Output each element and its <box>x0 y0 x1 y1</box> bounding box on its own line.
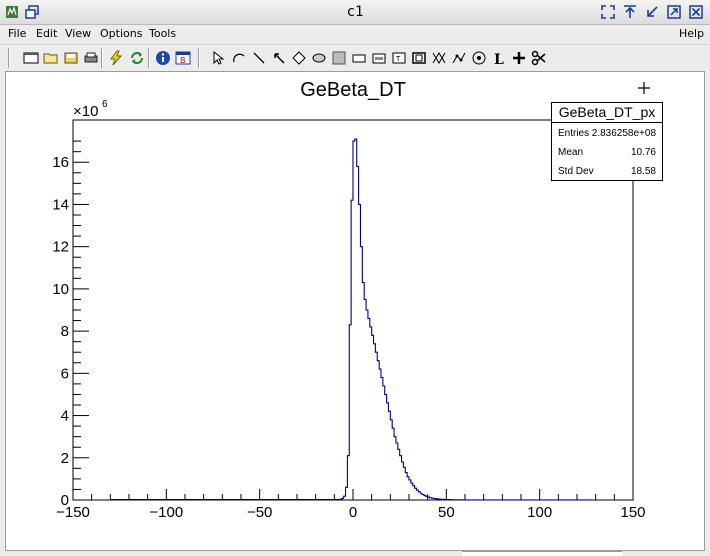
y-tick-label: 16 <box>52 154 69 171</box>
y-multiplier-base: ×10 <box>73 103 98 120</box>
menu-options[interactable]: Options <box>100 27 143 40</box>
x-tick-label: 150 <box>620 504 645 521</box>
browser-icon[interactable]: B <box>174 49 192 67</box>
y-tick-label: 12 <box>52 239 69 256</box>
svg-text:L: L <box>494 52 504 66</box>
menu-bar: File Edit View Options Tools Help <box>0 25 710 43</box>
window-titlebar: c1 <box>0 0 710 25</box>
save-icon[interactable] <box>62 49 80 67</box>
chart-title: GeBeta_DT <box>300 79 406 101</box>
root-app-icon[interactable] <box>4 4 20 20</box>
maximize-icon[interactable] <box>666 4 682 20</box>
root-canvas[interactable]: GeBeta_DT −150 −100 −50 0 50 100 150 0 2 4 6 8 10 12 14… <box>5 71 705 551</box>
marker-icon[interactable] <box>510 49 528 67</box>
histogram-line <box>337 138 596 501</box>
close-icon[interactable] <box>688 4 704 20</box>
pavetext-icon[interactable]: T <box>390 49 408 67</box>
status-bar <box>462 551 622 556</box>
y-tick-label: 6 <box>61 365 69 382</box>
x-tick-label: −150 <box>56 504 90 521</box>
y-multiplier-exponent: 6 <box>102 99 108 110</box>
toolbar-grip <box>8 48 10 68</box>
stats-std-value: 18.58 <box>630 166 656 177</box>
stats-row-mean: Mean 10.76 <box>552 142 662 161</box>
menu-file[interactable]: File <box>8 27 27 40</box>
stats-box[interactable]: GeBeta_DT_px Entries 2.836258e+08 Mean 1… <box>551 102 663 181</box>
stats-row-stddev: Std Dev 18.58 <box>552 161 662 180</box>
cut-icon[interactable] <box>530 49 548 67</box>
ellipse-icon[interactable] <box>310 49 328 67</box>
new-canvas-icon[interactable] <box>22 49 40 67</box>
x-tick-label: −50 <box>247 504 272 521</box>
latex-icon[interactable]: L <box>490 49 508 67</box>
pad-icon[interactable] <box>330 49 348 67</box>
x-tick-label: 0 <box>349 504 357 521</box>
refresh-icon[interactable] <box>128 49 146 67</box>
y-tick-label: 10 <box>52 281 69 298</box>
interrupt-icon[interactable] <box>107 49 125 67</box>
minimize-icon[interactable] <box>644 4 660 20</box>
fullscreen-icon[interactable] <box>600 4 616 20</box>
toolbar-separator <box>101 48 103 68</box>
polymarker-icon[interactable] <box>430 49 448 67</box>
x-tick-label: 100 <box>527 504 552 521</box>
toolbar: B T L <box>0 44 710 70</box>
x-tick-label: 50 <box>438 504 455 521</box>
pointer-icon[interactable] <box>210 49 228 67</box>
pave-icon[interactable] <box>370 49 388 67</box>
cursor-crosshair <box>638 82 650 94</box>
y-tick-label: 0 <box>61 492 69 509</box>
y-tick-label: 14 <box>52 196 69 213</box>
curlyarc-icon[interactable] <box>470 49 488 67</box>
window-title: c1 <box>346 4 364 20</box>
menu-view[interactable]: View <box>65 27 92 40</box>
arrow-icon[interactable] <box>270 49 288 67</box>
y-tick-label: 8 <box>61 323 69 340</box>
restore-icon[interactable] <box>24 4 40 20</box>
graph-icon[interactable] <box>450 49 468 67</box>
stats-std-label: Std Dev <box>558 166 594 177</box>
x-tick-label: −100 <box>149 504 183 521</box>
arc-icon[interactable] <box>230 49 248 67</box>
pavestext-icon[interactable] <box>410 49 428 67</box>
menu-help[interactable]: Help <box>679 27 705 40</box>
info-icon[interactable] <box>154 49 172 67</box>
stats-mean-value: 10.76 <box>630 147 656 158</box>
y-tick-label: 4 <box>61 408 69 425</box>
stats-mean-label: Mean <box>558 147 584 158</box>
print-icon[interactable] <box>82 49 100 67</box>
histogram-plot[interactable]: GeBeta_DT −150 −100 −50 0 50 100 150 0 2 4 6 8 10 12 14… <box>6 72 704 550</box>
menu-edit[interactable]: Edit <box>36 27 58 40</box>
stats-entries-value: 2.836258e+08 <box>591 128 656 139</box>
stats-row-entries: Entries 2.836258e+08 <box>552 123 662 142</box>
menu-tools[interactable]: Tools <box>149 27 177 40</box>
svg-text:B: B <box>180 56 186 65</box>
toolbar-separator <box>198 48 200 68</box>
diamond-icon[interactable] <box>290 49 308 67</box>
svg-text:T: T <box>395 55 401 63</box>
y-tick-label: 2 <box>61 450 69 467</box>
stats-entries-label: Entries <box>558 128 590 139</box>
shade-up-icon[interactable] <box>622 4 638 20</box>
open-folder-icon[interactable] <box>42 49 60 67</box>
stats-title: GeBeta_DT_px <box>552 103 662 123</box>
line-icon[interactable] <box>250 49 268 67</box>
toolbar-separator <box>148 48 150 68</box>
box-icon[interactable] <box>350 49 368 67</box>
